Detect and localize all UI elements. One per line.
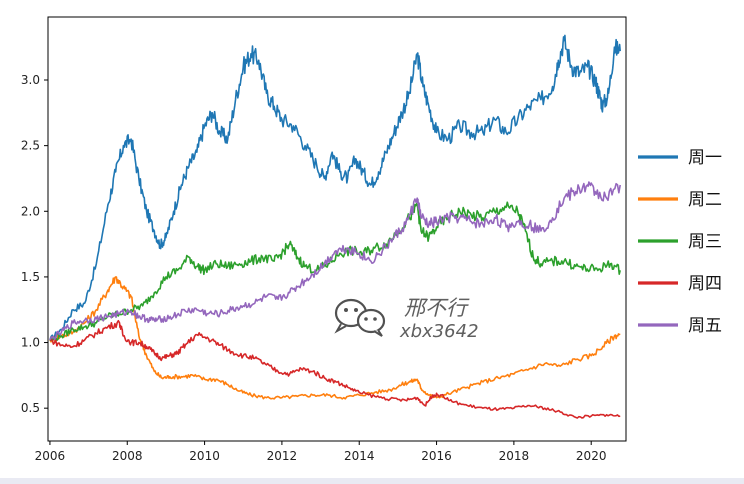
series-line-4	[49, 319, 621, 419]
watermark: 邢不行 xbx3642	[334, 296, 479, 342]
x-tick-label: 2012	[267, 449, 298, 463]
legend-label: 周一	[688, 148, 722, 168]
series-layer	[49, 34, 621, 419]
x-tick-label: 2006	[35, 449, 66, 463]
y-axis: 0.5 1.0 1.5 2.0 2.5 3.0	[21, 73, 48, 415]
series-line-5	[49, 181, 621, 341]
y-tick-label: 3.0	[21, 73, 40, 87]
series-line-3	[49, 201, 621, 342]
x-tick-label: 2008	[112, 449, 143, 463]
watermark-id: xbx3642	[399, 321, 479, 342]
bottom-border	[0, 478, 744, 484]
legend-label: 周四	[688, 274, 722, 294]
y-tick-label: 2.0	[21, 204, 40, 218]
x-tick-label: 2010	[189, 449, 220, 463]
y-tick-label: 0.5	[21, 401, 40, 415]
x-axis: 2006 2008 2010 2012 2014 2016 2018 2020	[35, 441, 607, 463]
x-tick-label: 2014	[344, 449, 375, 463]
legend-label: 周三	[688, 232, 722, 252]
x-tick-label: 2016	[421, 449, 452, 463]
y-tick-label: 2.5	[21, 139, 40, 153]
y-tick-label: 1.0	[21, 336, 40, 350]
plot-frame	[47, 16, 627, 442]
x-tick-label: 2018	[499, 449, 530, 463]
legend-label: 周二	[688, 190, 722, 210]
y-tick-label: 1.5	[21, 270, 40, 284]
x-tick-label: 2020	[576, 449, 607, 463]
watermark-name: 邢不行	[404, 296, 470, 320]
legend-label: 周五	[688, 316, 722, 336]
series-line-1	[49, 34, 621, 341]
wechat-icon	[334, 298, 386, 337]
series-line-2	[49, 276, 621, 400]
